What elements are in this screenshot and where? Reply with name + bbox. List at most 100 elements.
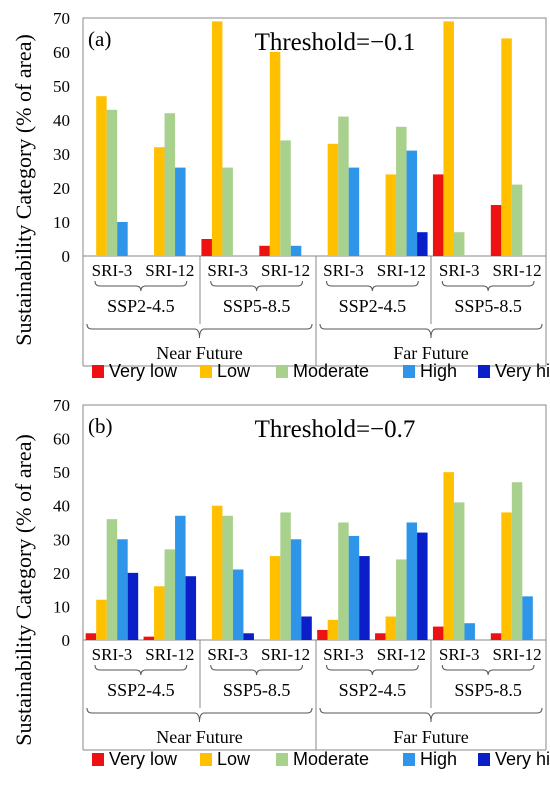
period-brace — [86, 707, 313, 723]
bar — [243, 633, 254, 640]
y-axis-label: Sustainability Category (% of area) — [11, 434, 36, 746]
category-label: SRI-3 — [207, 645, 248, 664]
bar — [164, 549, 176, 640]
legend-swatch — [478, 365, 490, 378]
bar — [375, 633, 386, 640]
legend-swatch — [276, 753, 288, 766]
bar — [453, 232, 465, 256]
scenario-label: SSP2-4.5 — [339, 680, 407, 700]
bar — [143, 636, 155, 640]
category-label: SRI-3 — [92, 261, 133, 280]
bar — [96, 96, 107, 256]
y-tick-label: 0 — [62, 631, 71, 650]
legend-swatch — [403, 365, 415, 378]
bar — [396, 559, 407, 640]
bar — [348, 167, 360, 256]
scenario-brace — [94, 664, 188, 676]
period-brace — [319, 323, 543, 339]
category-label: SRI-3 — [323, 645, 364, 664]
category-label: SRI-12 — [493, 645, 542, 664]
category-label: SRI-3 — [323, 261, 364, 280]
legend-label: Very high — [495, 749, 550, 769]
bar — [280, 512, 291, 640]
bar — [338, 522, 349, 640]
scenario-label: SSP5-8.5 — [454, 680, 522, 700]
y-tick-label: 20 — [53, 564, 70, 583]
y-tick-label: 30 — [53, 530, 70, 549]
y-tick-label: 20 — [53, 179, 70, 198]
scenario-label: SSP5-8.5 — [223, 680, 291, 700]
y-tick-label: 30 — [53, 145, 70, 164]
bar — [85, 633, 97, 640]
bar — [501, 38, 512, 257]
bar — [522, 596, 533, 640]
scenario-brace — [210, 280, 303, 292]
legend-swatch — [92, 365, 104, 378]
bar — [301, 616, 312, 640]
bar — [417, 532, 428, 640]
bar — [185, 576, 197, 640]
scenario-brace — [441, 280, 535, 292]
bar — [117, 539, 128, 640]
bar — [269, 52, 281, 256]
y-tick-label: 40 — [53, 111, 70, 130]
period-label: Far Future — [393, 343, 469, 363]
y-tick-label: 50 — [53, 77, 70, 96]
bar — [96, 599, 107, 640]
legend-label: Very low — [109, 749, 178, 769]
legend-swatch — [403, 753, 415, 766]
bar — [453, 502, 465, 640]
bar — [175, 515, 186, 640]
legend-label: Moderate — [293, 361, 369, 381]
bar — [406, 522, 418, 640]
bar — [211, 21, 223, 257]
bar — [511, 184, 523, 256]
panel-label: (a) — [88, 27, 111, 51]
panel-label: (b) — [88, 414, 113, 438]
scenario-label: SSP2-4.5 — [107, 296, 175, 316]
category-label: SRI-12 — [493, 261, 542, 280]
legend-label: Very low — [109, 361, 178, 381]
scenario-label: SSP5-8.5 — [223, 296, 291, 316]
scenario-brace — [94, 280, 188, 292]
y-tick-label: 10 — [53, 597, 70, 616]
bar — [338, 116, 349, 256]
legend-label: Very high — [495, 361, 550, 381]
category-label: SRI-3 — [439, 261, 480, 280]
scenario-brace — [441, 664, 535, 676]
bar — [290, 245, 302, 256]
period-brace — [86, 323, 313, 339]
y-tick-label: 70 — [53, 396, 70, 415]
bar — [511, 482, 523, 640]
period-label: Near Future — [156, 343, 242, 363]
scenario-label: SSP2-4.5 — [339, 296, 407, 316]
bar — [154, 586, 165, 640]
chart-title: Threshold=−0.1 — [255, 29, 416, 56]
period-label: Near Future — [156, 727, 242, 747]
category-label: SRI-12 — [145, 645, 194, 664]
y-tick-label: 60 — [53, 43, 70, 62]
bar — [501, 512, 512, 640]
bar — [211, 505, 223, 640]
bar — [280, 140, 291, 256]
period-label: Far Future — [393, 727, 469, 747]
bar — [290, 539, 302, 640]
bar — [106, 109, 118, 256]
y-tick-label: 70 — [53, 9, 70, 28]
bar — [117, 222, 128, 256]
y-tick-label: 50 — [53, 463, 70, 482]
y-tick-label: 10 — [53, 213, 70, 232]
legend-swatch — [92, 753, 104, 766]
bar — [385, 616, 397, 640]
bar — [464, 623, 475, 640]
bar — [443, 472, 454, 640]
bar — [417, 232, 428, 256]
category-label: SRI-12 — [377, 645, 426, 664]
y-axis-label: Sustainability Category (% of area) — [11, 34, 36, 346]
category-label: SRI-12 — [261, 645, 310, 664]
bar — [490, 633, 502, 640]
legend-swatch — [276, 365, 288, 378]
bar — [232, 569, 244, 640]
